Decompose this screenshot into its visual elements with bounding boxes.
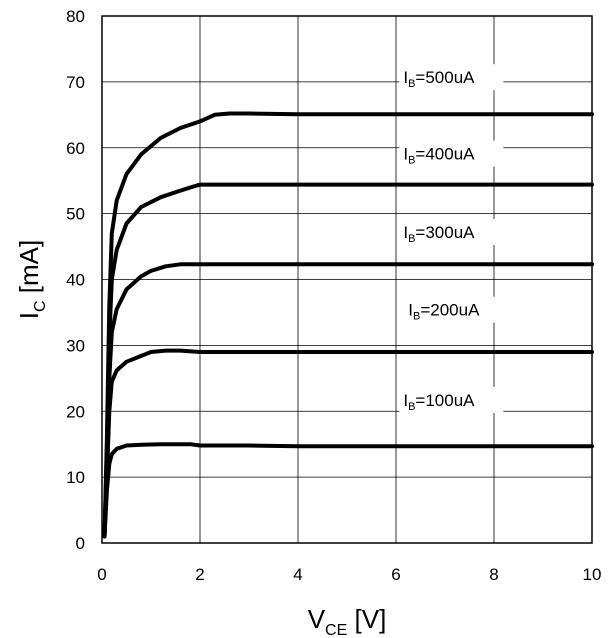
x-tick-label-4: 8 [489, 565, 498, 584]
plot-frame [101, 15, 593, 544]
y-tick-label-5: 50 [66, 205, 85, 224]
x-tick-label-0: 0 [97, 565, 106, 584]
y-tick-label-8: 80 [66, 7, 85, 26]
y-tick-label-0: 0 [76, 534, 85, 553]
y-tick-label-3: 30 [66, 336, 85, 355]
series-label-0: IB=100uA [403, 391, 475, 413]
series-line-2 [102, 262, 594, 539]
series-layer [102, 111, 594, 539]
series-label-bg-4 [399, 64, 504, 91]
grid [102, 16, 592, 543]
y-tick-label-6: 60 [66, 139, 85, 158]
x-tick-label-1: 2 [195, 565, 204, 584]
series-label-bg-0 [399, 386, 504, 413]
series-line-0 [102, 442, 594, 539]
x-tick-label-3: 6 [391, 565, 400, 584]
x-axis-title: VCE [V] [308, 604, 387, 638]
ticks: 0 2 4 6 8 10 0 10 20 30 40 50 60 70 80 [66, 7, 601, 584]
series-label-bg-1 [404, 296, 509, 323]
y-tick-label-4: 40 [66, 271, 85, 290]
series-label-3: IB=400uA [403, 145, 475, 167]
y-tick-label-1: 10 [66, 468, 85, 487]
y-tick-label-2: 20 [66, 402, 85, 421]
x-tick-label-5: 10 [583, 565, 602, 584]
y-axis-title: IC [mA] [14, 240, 49, 319]
series-line-3 [102, 182, 594, 539]
series-line-4 [102, 111, 594, 539]
series-label-bg-3 [399, 140, 504, 167]
series-label-1: IB=200uA [408, 301, 480, 323]
series-labels: IB=100uA IB=200uA IB=300uA IB=400uA IB=500uA [399, 64, 509, 413]
series-label-2: IB=300uA [403, 223, 475, 245]
y-tick-label-7: 70 [66, 73, 85, 92]
series-label-4: IB=500uA [403, 68, 475, 90]
x-tick-label-2: 4 [293, 565, 302, 584]
series-label-bg-2 [399, 218, 504, 245]
